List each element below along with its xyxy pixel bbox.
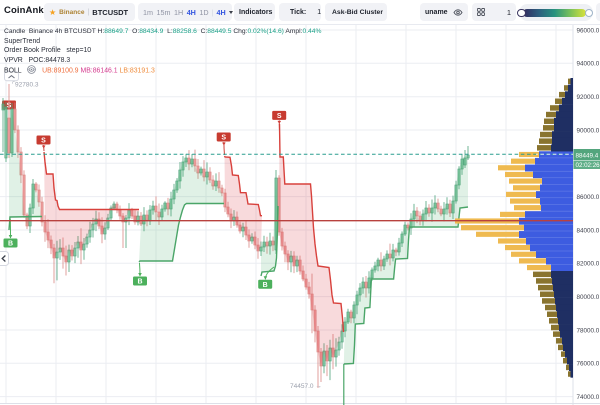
svg-text:96000.0: 96000.0: [577, 27, 600, 34]
svg-text:86000.0: 86000.0: [577, 194, 600, 201]
svg-text:74457.0 →: 74457.0 →: [290, 383, 322, 390]
svg-text:S: S: [277, 113, 282, 120]
svg-text:94000.0: 94000.0: [577, 61, 600, 68]
svg-text:S: S: [41, 138, 46, 145]
svg-text:92000.0: 92000.0: [577, 94, 600, 101]
svg-text:80000.0: 80000.0: [577, 294, 600, 301]
svg-text:82000.0: 82000.0: [577, 261, 600, 268]
svg-text:90000.0: 90000.0: [577, 127, 600, 134]
svg-text:78000.0: 78000.0: [577, 327, 600, 334]
svg-text:B: B: [263, 282, 268, 289]
svg-text:76000.0: 76000.0: [577, 361, 600, 368]
svg-text:88449.4: 88449.4: [576, 152, 599, 159]
svg-text:84000.0: 84000.0: [577, 227, 600, 234]
svg-text:02:02:26: 02:02:26: [576, 162, 600, 169]
svg-text:S: S: [221, 135, 226, 142]
svg-text:B: B: [137, 279, 142, 286]
svg-text:B: B: [8, 241, 13, 248]
svg-text:74000.0: 74000.0: [577, 394, 600, 401]
svg-text:⌜92780.3: ⌜92780.3: [12, 81, 39, 89]
